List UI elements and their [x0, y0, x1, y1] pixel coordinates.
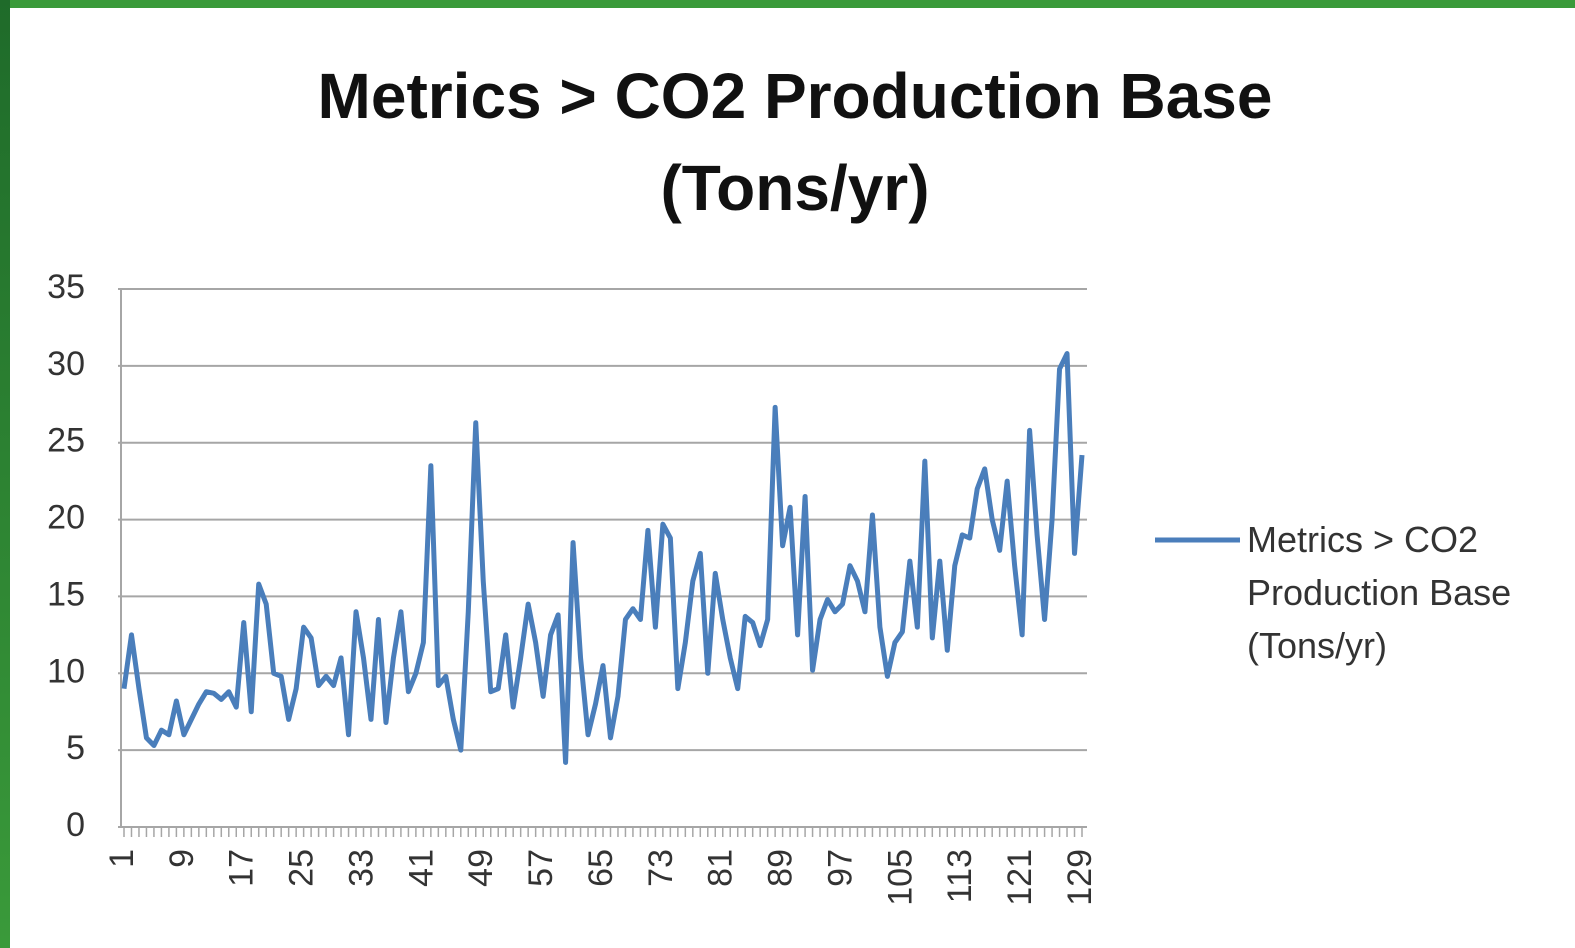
chart-title: Metrics > CO2 Production Base (Tons/yr)	[317, 60, 1273, 224]
data-line	[121, 351, 1085, 765]
y-tick-label: 5	[66, 729, 85, 767]
y-tick-label: 10	[47, 652, 85, 690]
x-tick-label: 121	[1001, 849, 1039, 906]
x-tick-label: 129	[1061, 849, 1099, 906]
y-tick-label: 15	[47, 575, 85, 613]
x-tick-label: 81	[702, 849, 740, 887]
y-tick-label: 25	[47, 422, 85, 460]
x-tick-label: 41	[402, 849, 440, 887]
x-tick-label: 89	[762, 849, 800, 887]
legend-label: Metrics > CO2 Production Base (Tons/yr)	[1247, 519, 1512, 666]
x-tick-label: 65	[582, 849, 620, 887]
y-tick-label: 35	[47, 268, 85, 306]
x-tick-label: 113	[941, 849, 979, 903]
x-tick-label: 17	[223, 849, 261, 887]
x-tick-label: 25	[283, 849, 321, 887]
y-tick-label: 30	[47, 345, 85, 383]
y-tick-label: 20	[47, 499, 85, 537]
frame	[0, 0, 1575, 8]
x-tick-label: 105	[881, 849, 919, 906]
x-tick-label: 1	[103, 849, 141, 868]
y-tick-label: 0	[66, 806, 85, 844]
x-tick-label: 57	[522, 849, 560, 887]
frame	[0, 0, 10, 948]
x-tick-label: 49	[462, 849, 500, 887]
x-tick-label: 33	[342, 849, 380, 887]
x-tick-label: 73	[642, 849, 680, 887]
x-tick-label: 97	[821, 849, 859, 887]
x-tick-label: 9	[163, 849, 201, 868]
